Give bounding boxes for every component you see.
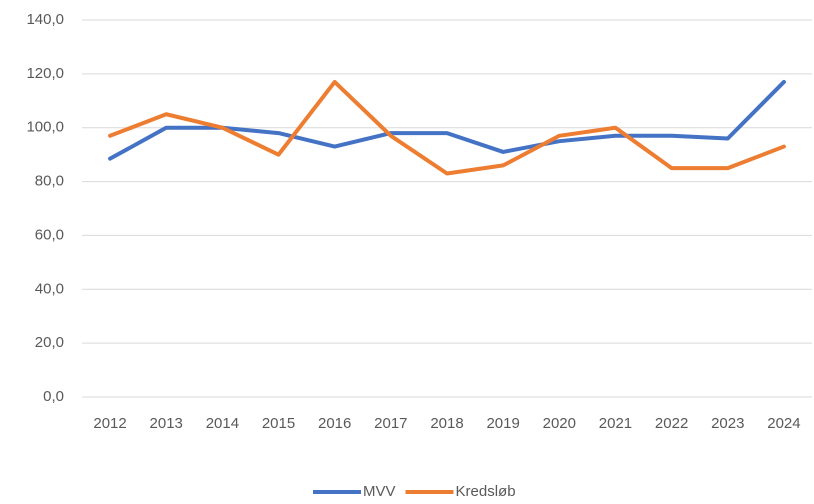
- x-tick-label: 2023: [711, 415, 744, 432]
- y-tick-label: 140,0: [26, 11, 64, 28]
- series-line: [108, 79, 786, 176]
- y-tick-label: 100,0: [26, 119, 64, 136]
- series-line: [108, 79, 786, 161]
- x-tick-label: 2018: [430, 415, 463, 432]
- x-tick-label: 2015: [262, 415, 295, 432]
- legend-label: Kredsløb: [456, 483, 516, 500]
- x-tick-label: 2022: [655, 415, 688, 432]
- x-tick-label: 2014: [206, 415, 239, 432]
- x-tick-label: 2019: [486, 415, 519, 432]
- x-tick-label: 2013: [150, 415, 183, 432]
- x-tick-label: 2021: [599, 415, 632, 432]
- x-tick-label: 2024: [767, 415, 800, 432]
- x-tick-label: 2016: [318, 415, 351, 432]
- y-tick-label: 0,0: [43, 388, 64, 405]
- x-tick-label: 2020: [543, 415, 576, 432]
- x-tick-label: 2017: [374, 415, 407, 432]
- x-tick-label: 2012: [93, 415, 126, 432]
- y-tick-label: 120,0: [26, 65, 64, 82]
- y-tick-label: 80,0: [35, 173, 64, 190]
- y-tick-label: 60,0: [35, 226, 64, 243]
- y-tick-label: 40,0: [35, 280, 64, 297]
- y-tick-label: 20,0: [35, 334, 64, 351]
- legend-label: MVV: [363, 483, 396, 500]
